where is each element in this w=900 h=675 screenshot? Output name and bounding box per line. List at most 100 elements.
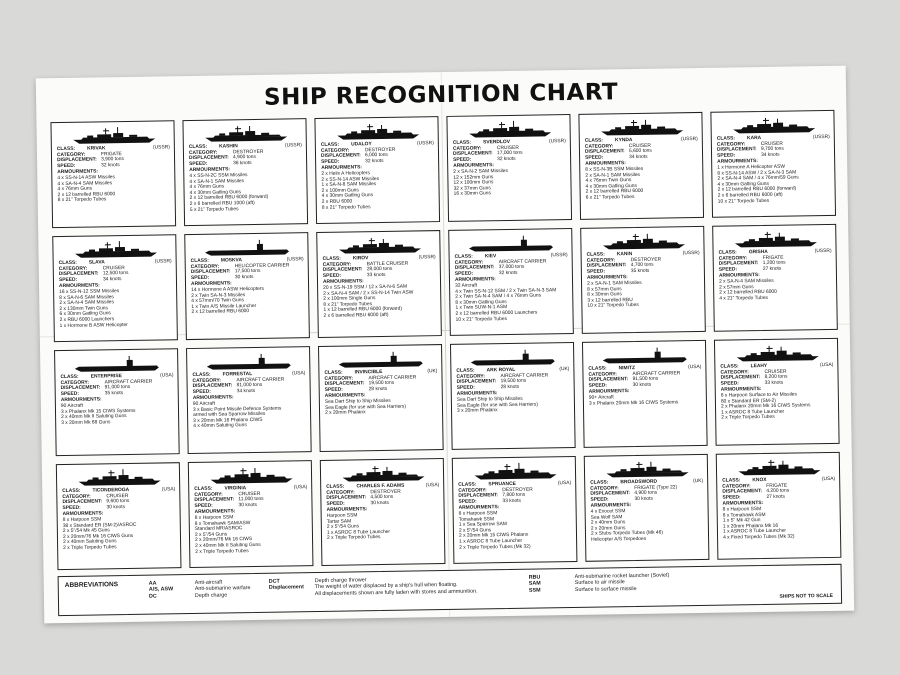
ship-speed-value: 30 knots [634,496,653,502]
class-label: CLASS: [452,140,472,146]
abbreviation-key [269,591,315,598]
ship-nation: (USSR) [550,253,568,259]
abbreviations-column-2: DCT Depth charge thrower Displacement The w… [269,576,478,598]
ship-card: CLASS: SVERDLOV (USSR) CATEGORY: CRUISER DISP… [446,114,573,222]
ship-silhouette-icon [736,345,819,362]
ship-class-name: NIMITZ [618,366,635,372]
ship-nation: (USA) [425,483,440,489]
ship-speed-value: 30 knots [106,504,126,511]
class-label: CLASS: [584,138,604,144]
ship-class-name: KIROV [352,256,369,262]
ship-card: CLASS: KIROV (USSR) CATEGORY: BATTLE CRUISER… [316,230,442,338]
abbreviations-column-1: AA Anti-aircraft A/S, ASW Anti-submarine wa… [149,579,251,600]
ship-class-name: SLAVA [88,260,105,266]
ship-nation: (USSR) [682,250,700,257]
ship-silhouette-icon [210,467,293,484]
ship-silhouette-icon [338,238,421,254]
ship-card: CLASS: TICONDEROGA (USA) CATEGORY: CRUISER DI… [55,462,182,571]
class-label: CLASS: [720,364,739,370]
ship-nation: (UK) [559,367,570,373]
ship-class-name: FORRESTAL [222,372,253,378]
abbreviations-box: ABBREVIATIONS AA Anti-aircraft A/S, ASW Ant… [57,563,843,617]
ship-silhouette-icon [78,469,161,486]
ship-card: CLASS: SLAVA (USSR) CATEGORY: CRUISER DISPLAC… [52,234,178,343]
abbreviation-meaning: Depth charge [194,592,228,599]
ship-class-name: SVERDLOV [483,139,510,146]
abbreviation-meaning: All displacements shown are fully laden … [314,588,478,597]
ship-nation: (USA) [161,487,176,493]
armament-item: 2 x Triple Torpedo Tubes [326,535,381,542]
armament-item: 2 x Triple Torpedo Tubes (Mk 32) [459,544,531,551]
ship-nation: (USA) [293,485,308,491]
ship-silhouette-icon [733,117,816,134]
ship-class-name: GRISHA [748,249,768,256]
ship-speed-value: 30 knots [234,274,254,281]
ship-speed-value: 34 knots [761,152,780,158]
class-label: CLASS: [456,368,475,374]
armament-item: 3 x 20mm Mk 68 Guns [61,420,111,426]
ship-card: CLASS: KARA (USSR) CATEGORY: CRUISER DISPLACE… [710,109,837,218]
ship-nation: (USA) [688,364,702,371]
armament-item: 4 x 21" Torpedo Tubes [719,295,769,302]
abbreviation-entry: DC Depth charge [149,592,251,600]
ship-card: CLASS: KIEV (USSR) CATEGORY: AIRCRAFT CARRIE… [448,227,574,336]
ship-speed-value: 27 knots [762,266,782,272]
ship-speed-value: 32 knots [498,270,518,276]
ship-silhouette-icon [469,120,552,138]
class-label: CLASS: [590,480,609,486]
armament-item: 10 x 21" Torpedo Tubes [455,316,508,323]
ship-card: CLASS: NIMITZ (USA) CATEGORY: AIRCRAFT CARRI… [581,339,708,448]
class-label: CLASS: [60,374,79,381]
class-label: CLASS: [722,478,741,484]
ship-card: CLASS: KASHIN (USSR) CATEGORY: DESTROYER DISP… [182,118,309,227]
class-label: CLASS: [192,372,211,378]
armament-item: 2 x 6 barrelled RBU 6000 (aft) [323,312,389,319]
ship-card: CLASS: CHARLES F. ADAMS (USA) CATEGORY: DEST… [319,458,446,566]
ship-silhouette-icon [206,353,291,370]
ship-speed-value: 35 knots [630,268,650,274]
abbreviation-meaning: Surface to surface missile [574,585,637,593]
armament-item: 2 x 20mm Phalanx [325,410,366,417]
ship-speed-value: 33 knots [764,380,784,386]
scale-note: SHIPS NOT TO SCALE [779,592,834,600]
class-label: CLASS: [586,252,605,258]
ship-card: CLASS: UDALOY (USSR) CATEGORY: DESTROYER DISP… [314,116,441,225]
ship-silhouette-icon [474,462,557,480]
ship-card-grid: CLASS: KRIVAK (USSR) CATEGORY: FRIGATE DISPLA… [50,109,842,571]
armament-item: 16 x 30mm Guns [453,191,491,198]
ship-card: CLASS: KRIVAK (USSR) CATEGORY: FRIGATE DISPLA… [50,120,177,229]
ship-speed-value: 34 knots [102,276,122,283]
ship-nation: (USSR) [548,139,566,145]
ship-speed-value: 36 knots [233,160,252,167]
armament-item: 2 x 12 barrelled RBU 6000 [191,309,250,316]
class-label: CLASS: [458,482,477,488]
ship-speed-value: 34 knots [629,154,648,160]
ship-speed-value: 32 knots [101,162,120,169]
armament-item: 10 x 21" Torpedo Tubes [587,303,639,310]
ship-nation: (USA) [557,481,572,487]
ship-silhouette-icon [470,349,555,366]
ship-card: CLASS: KNOX (USA) CATEGORY: FRIGATE DISPLACEM… [715,451,842,560]
ship-speed-value: 32 knots [365,158,384,165]
ship-speed-value: 30 knots [632,382,652,388]
ship-silhouette-icon [602,233,685,250]
ship-class-name: LEAHY [750,363,768,370]
ship-nation: (USSR) [152,145,170,151]
ship-silhouette-icon [75,241,158,258]
class-label: CLASS: [716,136,736,142]
ship-class-name: ARK ROYAL [486,367,516,374]
ship-class-name: KARA [746,136,762,142]
class-label: CLASS: [320,142,340,148]
ship-nation: (USA) [160,373,174,379]
ship-class-name: KYNDA [615,138,633,144]
ship-silhouette-icon [606,461,689,478]
ship-class-name: SPRUANCE [488,481,516,488]
ship-speed-value: 27 knots [766,494,785,500]
ship-card: CLASS: SPRUANCE (USA) CATEGORY: DESTROYER DIS… [451,455,578,564]
ship-class-name: KASHIN [219,144,238,150]
ship-class-name: KIEV [484,254,497,260]
ship-speed-value: 28 knots [368,386,388,392]
ship-silhouette-icon [602,347,687,364]
ship-silhouette-icon [601,119,684,136]
armament-item: 2 x Triple Torpedo Tubes [195,548,249,555]
